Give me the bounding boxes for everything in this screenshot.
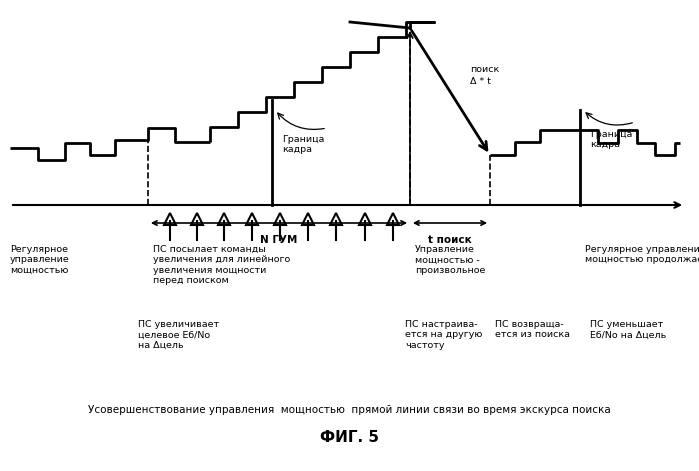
Text: Усовершенствование управления  мощностью  прямой линии связи во время экскурса п: Усовершенствование управления мощностью … bbox=[87, 405, 610, 415]
Text: Граница
кадра: Граница кадра bbox=[282, 135, 324, 154]
Polygon shape bbox=[164, 213, 176, 225]
Text: Управление
мощностью -
произвольное: Управление мощностью - произвольное bbox=[415, 245, 485, 275]
Text: Регулярное управление
мощностью продолжается: Регулярное управление мощностью продолжа… bbox=[585, 245, 699, 264]
Text: ПС уменьшает
Еб/Nо на Δцель: ПС уменьшает Еб/Nо на Δцель bbox=[590, 320, 666, 340]
Text: ПС посылает команды
увеличения для линейного
увеличения мощности
перед поиском: ПС посылает команды увеличения для линей… bbox=[153, 245, 290, 285]
Text: t поиск: t поиск bbox=[428, 235, 472, 245]
Text: поиск: поиск bbox=[470, 65, 499, 74]
Text: Регулярное
управление
мощностью: Регулярное управление мощностью bbox=[10, 245, 70, 275]
Polygon shape bbox=[387, 213, 399, 225]
Polygon shape bbox=[359, 213, 371, 225]
Text: ПС настраива-
ется на другую
частоту: ПС настраива- ется на другую частоту bbox=[405, 320, 482, 350]
Polygon shape bbox=[191, 213, 203, 225]
Polygon shape bbox=[218, 213, 230, 225]
Polygon shape bbox=[246, 213, 258, 225]
Text: Δ * t: Δ * t bbox=[470, 77, 491, 86]
Text: ПС возвраща-
ется из поиска: ПС возвраща- ется из поиска bbox=[495, 320, 570, 340]
Text: ФИГ. 5: ФИГ. 5 bbox=[319, 430, 378, 445]
Text: N ГУМ: N ГУМ bbox=[260, 235, 298, 245]
Text: ПС увеличивает
целевое Eб/Nо
на Δцель: ПС увеличивает целевое Eб/Nо на Δцель bbox=[138, 320, 219, 350]
Polygon shape bbox=[302, 213, 314, 225]
Polygon shape bbox=[330, 213, 342, 225]
Text: Граница
кадра: Граница кадра bbox=[590, 130, 633, 149]
Polygon shape bbox=[274, 213, 286, 225]
